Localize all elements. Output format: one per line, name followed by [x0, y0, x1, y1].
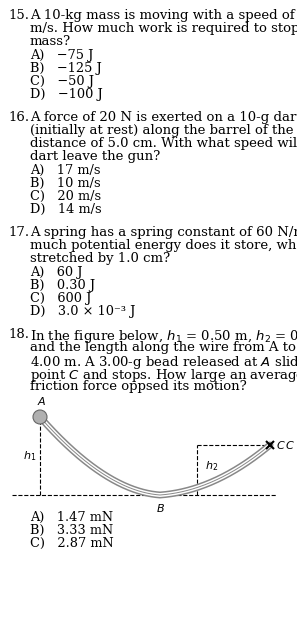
Text: 15.: 15. [8, 9, 29, 22]
Text: $C$: $C$ [276, 439, 286, 451]
Text: $C$: $C$ [285, 439, 295, 451]
Circle shape [33, 410, 47, 424]
Text: B)   −125 J: B) −125 J [30, 62, 102, 75]
Text: (initially at rest) along the barrel of the gun a: (initially at rest) along the barrel of … [30, 124, 297, 137]
Text: m/s. How much work is required to stop the: m/s. How much work is required to stop t… [30, 22, 297, 35]
Text: A spring has a spring constant of 60 N/m. How: A spring has a spring constant of 60 N/m… [30, 226, 297, 239]
Text: $h_2$: $h_2$ [205, 459, 218, 473]
Text: D)   −100 J: D) −100 J [30, 88, 103, 101]
Text: $B$: $B$ [156, 502, 165, 514]
Text: $h_1$: $h_1$ [23, 449, 36, 463]
Text: A force of 20 N is exerted on a 10-g dart: A force of 20 N is exerted on a 10-g dar… [30, 111, 297, 124]
Text: B)   0.30 J: B) 0.30 J [30, 279, 95, 292]
Text: A)   17 m/s: A) 17 m/s [30, 164, 100, 177]
Text: A)   60 J: A) 60 J [30, 266, 83, 279]
Text: $A$: $A$ [37, 395, 47, 407]
Text: In the figure below, $h_1$ = 0.50 m, $h_2$ = 0.30 m,: In the figure below, $h_1$ = 0.50 m, $h_… [30, 328, 297, 345]
Text: D)   14 m/s: D) 14 m/s [30, 203, 102, 216]
Text: 16.: 16. [8, 111, 29, 124]
Text: much potential energy does it store, when: much potential energy does it store, whe… [30, 239, 297, 252]
Text: C)   2.87 mN: C) 2.87 mN [30, 537, 114, 550]
Text: stretched by 1.0 cm?: stretched by 1.0 cm? [30, 252, 170, 265]
Text: 18.: 18. [8, 328, 29, 341]
Text: 4.00 m. A 3.00-g bead released at $A$ slides to: 4.00 m. A 3.00-g bead released at $A$ sl… [30, 354, 297, 371]
Text: A)   1.47 mN: A) 1.47 mN [30, 511, 113, 524]
Text: C)   −50 J: C) −50 J [30, 75, 94, 88]
Text: B)   3.33 mN: B) 3.33 mN [30, 524, 113, 537]
Text: C)   20 m/s: C) 20 m/s [30, 190, 101, 203]
Text: B)   10 m/s: B) 10 m/s [30, 177, 101, 190]
Text: A 10-kg mass is moving with a speed of 5.0: A 10-kg mass is moving with a speed of 5… [30, 9, 297, 22]
Text: A)   −75 J: A) −75 J [30, 49, 93, 62]
Text: D)   3.0 × 10⁻³ J: D) 3.0 × 10⁻³ J [30, 305, 135, 318]
Text: dart leave the gun?: dart leave the gun? [30, 150, 160, 163]
Text: friction force oppsed its motion?: friction force oppsed its motion? [30, 380, 247, 393]
Text: 17.: 17. [8, 226, 29, 239]
Text: distance of 5.0 cm. With what speed will the: distance of 5.0 cm. With what speed will… [30, 137, 297, 150]
Text: mass?: mass? [30, 35, 71, 48]
Text: C)   600 J: C) 600 J [30, 292, 91, 305]
Text: point $C$ and stops. How large an average: point $C$ and stops. How large an averag… [30, 367, 297, 384]
Text: and the length along the wire from A to C is: and the length along the wire from A to … [30, 341, 297, 354]
